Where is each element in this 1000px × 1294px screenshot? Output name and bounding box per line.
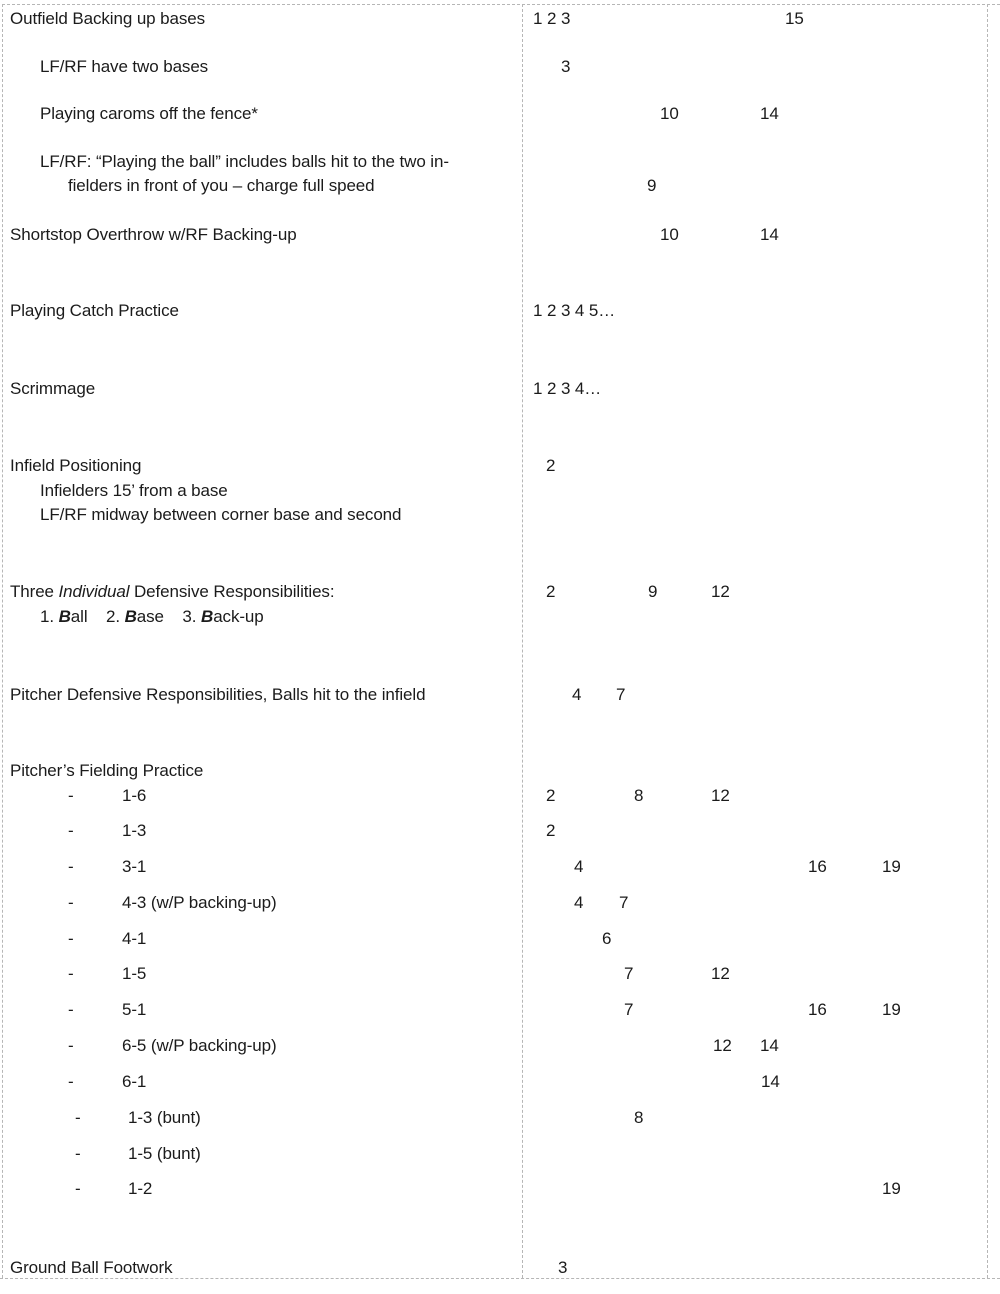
drill-label: Playing Catch Practice: [10, 301, 179, 320]
drill-label: 3-1: [122, 857, 147, 876]
day-mark: 19: [882, 857, 901, 876]
bullet-dash: -: [68, 893, 74, 912]
bullet-dash: -: [68, 1072, 74, 1091]
day-mark: 9: [647, 176, 657, 195]
day-mark: 19: [882, 1179, 901, 1198]
drill-label: 1-5: [122, 964, 147, 983]
drill-label: 1-6: [122, 786, 147, 805]
bullet-dash: -: [68, 786, 74, 805]
day-mark: 7: [616, 685, 626, 704]
drill-label: 6-1: [122, 1072, 147, 1091]
table-border-top: [2, 4, 1000, 5]
day-mark: 1 2 3: [533, 9, 571, 28]
drill-label: 1. Ball 2. Base 3. Back-up: [40, 607, 264, 626]
day-mark: 14: [761, 1072, 780, 1091]
drill-label: Ground Ball Footwork: [10, 1258, 173, 1277]
bullet-dash: -: [68, 857, 74, 876]
bullet-dash: -: [68, 1000, 74, 1019]
drill-label: 4-1: [122, 929, 147, 948]
day-mark: 14: [760, 104, 779, 123]
day-mark: 10: [660, 104, 679, 123]
day-mark: 2: [546, 456, 556, 475]
day-mark: 16: [808, 857, 827, 876]
day-mark: 7: [624, 964, 634, 983]
bullet-dash: -: [68, 964, 74, 983]
bullet-dash: -: [68, 821, 74, 840]
table-border-bottom: [0, 1278, 1000, 1279]
day-mark: 1 2 3 4…: [533, 379, 602, 398]
day-mark: 3: [558, 1258, 568, 1277]
drill-label: LF/RF have two bases: [40, 57, 209, 76]
day-mark: 4: [574, 857, 584, 876]
drill-label: LF/RF: “Playing the ball” includes balls…: [40, 152, 449, 171]
bullet-dash: -: [75, 1179, 81, 1198]
drill-label: Pitcher Defensive Responsibilities, Ball…: [10, 685, 426, 704]
bullet-dash: -: [68, 1036, 74, 1055]
day-mark: 14: [760, 225, 779, 244]
drill-label: Infielders 15’ from a base: [40, 481, 228, 500]
day-mark: 3: [561, 57, 571, 76]
day-mark: 8: [634, 1108, 644, 1127]
day-mark: 4: [572, 685, 582, 704]
drill-label: 1-3: [122, 821, 147, 840]
drill-label: Playing caroms off the fence*: [40, 104, 258, 123]
day-mark: 12: [711, 786, 730, 805]
day-mark: 7: [619, 893, 629, 912]
day-mark: 6: [602, 929, 612, 948]
drill-label: 1-3 (bunt): [128, 1108, 201, 1127]
table-column-divider: [522, 4, 523, 1278]
day-mark: 8: [634, 786, 644, 805]
drill-label: Shortstop Overthrow w/RF Backing-up: [10, 225, 297, 244]
drill-label: Pitcher’s Fielding Practice: [10, 761, 204, 780]
bullet-dash: -: [75, 1144, 81, 1163]
day-mark: 10: [660, 225, 679, 244]
drill-label: Infield Positioning: [10, 456, 142, 475]
day-mark: 2: [546, 786, 556, 805]
day-mark: 7: [624, 1000, 634, 1019]
day-mark: 16: [808, 1000, 827, 1019]
day-mark: 4: [574, 893, 584, 912]
day-mark: 12: [711, 582, 730, 601]
day-mark: 12: [711, 964, 730, 983]
day-mark: 2: [546, 821, 556, 840]
table-border-left: [2, 4, 3, 1278]
table-border-right: [987, 4, 988, 1278]
day-mark: 2: [546, 582, 556, 601]
drill-label: fielders in front of you – charge full s…: [68, 176, 375, 195]
bullet-dash: -: [68, 929, 74, 948]
day-mark: 14: [760, 1036, 779, 1055]
day-mark: 19: [882, 1000, 901, 1019]
drill-label: Outfield Backing up bases: [10, 9, 206, 28]
day-mark: 12: [713, 1036, 732, 1055]
day-mark: 9: [648, 582, 658, 601]
drill-label: 1-2: [128, 1179, 153, 1198]
drill-label: Three Individual Defensive Responsibilit…: [10, 582, 335, 601]
bullet-dash: -: [75, 1108, 81, 1127]
drill-label: 6-5 (w/P backing-up): [122, 1036, 277, 1055]
drill-label: LF/RF midway between corner base and sec…: [40, 505, 402, 524]
drill-label: 4-3 (w/P backing-up): [122, 893, 277, 912]
drill-label: 1-5 (bunt): [128, 1144, 201, 1163]
day-mark: 15: [785, 9, 804, 28]
drill-label: Scrimmage: [10, 379, 96, 398]
day-mark: 1 2 3 4 5…: [533, 301, 616, 320]
drill-label: 5-1: [122, 1000, 147, 1019]
